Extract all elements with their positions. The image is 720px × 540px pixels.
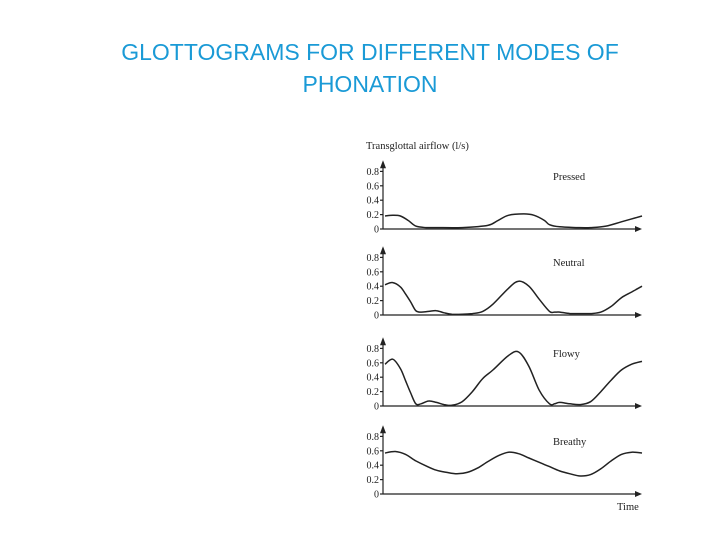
- y-tick-label-neutral: 0.6: [367, 267, 380, 278]
- y-tick-label-flowy: 0.4: [367, 373, 380, 384]
- panel-breathy: 0 0.2 0.4 0.6 0.8 Breathy: [367, 425, 643, 501]
- y-axis-title: Transglottal airflow (l/s): [366, 141, 469, 152]
- glottogram-panels: 0 0.2 0.4 0.6 0.8 Pressed 0 0.2 0.4 0.6 0.8 Neutral…: [367, 160, 643, 501]
- y-tick-label-breathy: 0.2: [367, 475, 380, 486]
- slide-title-line-1: GLOTTOGRAMS FOR DIFFERENT MODES OF: [121, 39, 619, 65]
- x-axis-arrow-pressed: [635, 226, 642, 232]
- slide-title-line-2: PHONATION: [302, 71, 438, 97]
- panel-flowy: 0 0.2 0.4 0.6 0.8 Flowy: [367, 337, 643, 413]
- waveform-neutral: [384, 280, 643, 316]
- panel-neutral: 0 0.2 0.4 0.6 0.8 Neutral: [367, 246, 643, 322]
- waveform-flowy: [384, 350, 643, 407]
- panel-pressed: 0 0.2 0.4 0.6 0.8 Pressed: [367, 160, 643, 236]
- y-axis-arrow-pressed: [380, 160, 386, 169]
- x-axis-arrow-flowy: [635, 403, 642, 409]
- waveform-breathy: [384, 450, 643, 477]
- y-tick-label-pressed: 0.6: [367, 181, 380, 192]
- panel-label-pressed: Pressed: [553, 172, 586, 183]
- y-tick-label-breathy: 0.6: [367, 446, 380, 457]
- y-tick-label-pressed: 0: [374, 225, 379, 236]
- y-tick-label-flowy: 0.8: [367, 344, 380, 355]
- y-tick-label-flowy: 0: [374, 402, 379, 413]
- y-tick-label-flowy: 0.2: [367, 387, 380, 398]
- y-axis-arrow-neutral: [380, 246, 386, 255]
- x-axis-title: Time: [617, 502, 639, 513]
- y-axis-arrow-flowy: [380, 337, 386, 346]
- x-axis-arrow-neutral: [635, 312, 642, 318]
- y-tick-label-flowy: 0.6: [367, 358, 380, 369]
- slide-title: GLOTTOGRAMS FOR DIFFERENT MODES OF PHONA…: [60, 36, 680, 100]
- y-tick-label-neutral: 0.8: [367, 253, 380, 264]
- y-tick-label-neutral: 0.4: [367, 282, 380, 293]
- y-tick-label-breathy: 0.8: [367, 432, 380, 443]
- panel-label-flowy: Flowy: [553, 349, 581, 360]
- panel-label-neutral: Neutral: [553, 258, 585, 269]
- y-tick-label-pressed: 0.2: [367, 210, 380, 221]
- y-tick-label-pressed: 0.8: [367, 167, 380, 178]
- glottogram-chart: Transglottal airflow (l/s) 0 0.2 0.4 0.6 0.8…: [366, 141, 643, 513]
- panel-label-breathy: Breathy: [553, 437, 587, 448]
- y-tick-label-neutral: 0.2: [367, 296, 380, 307]
- x-axis-arrow-breathy: [635, 491, 642, 497]
- y-tick-label-breathy: 0: [374, 490, 379, 501]
- waveform-pressed: [384, 213, 643, 229]
- y-tick-label-pressed: 0.4: [367, 196, 380, 207]
- y-tick-label-breathy: 0.4: [367, 461, 380, 472]
- y-tick-label-neutral: 0: [374, 311, 379, 322]
- y-axis-arrow-breathy: [380, 425, 386, 434]
